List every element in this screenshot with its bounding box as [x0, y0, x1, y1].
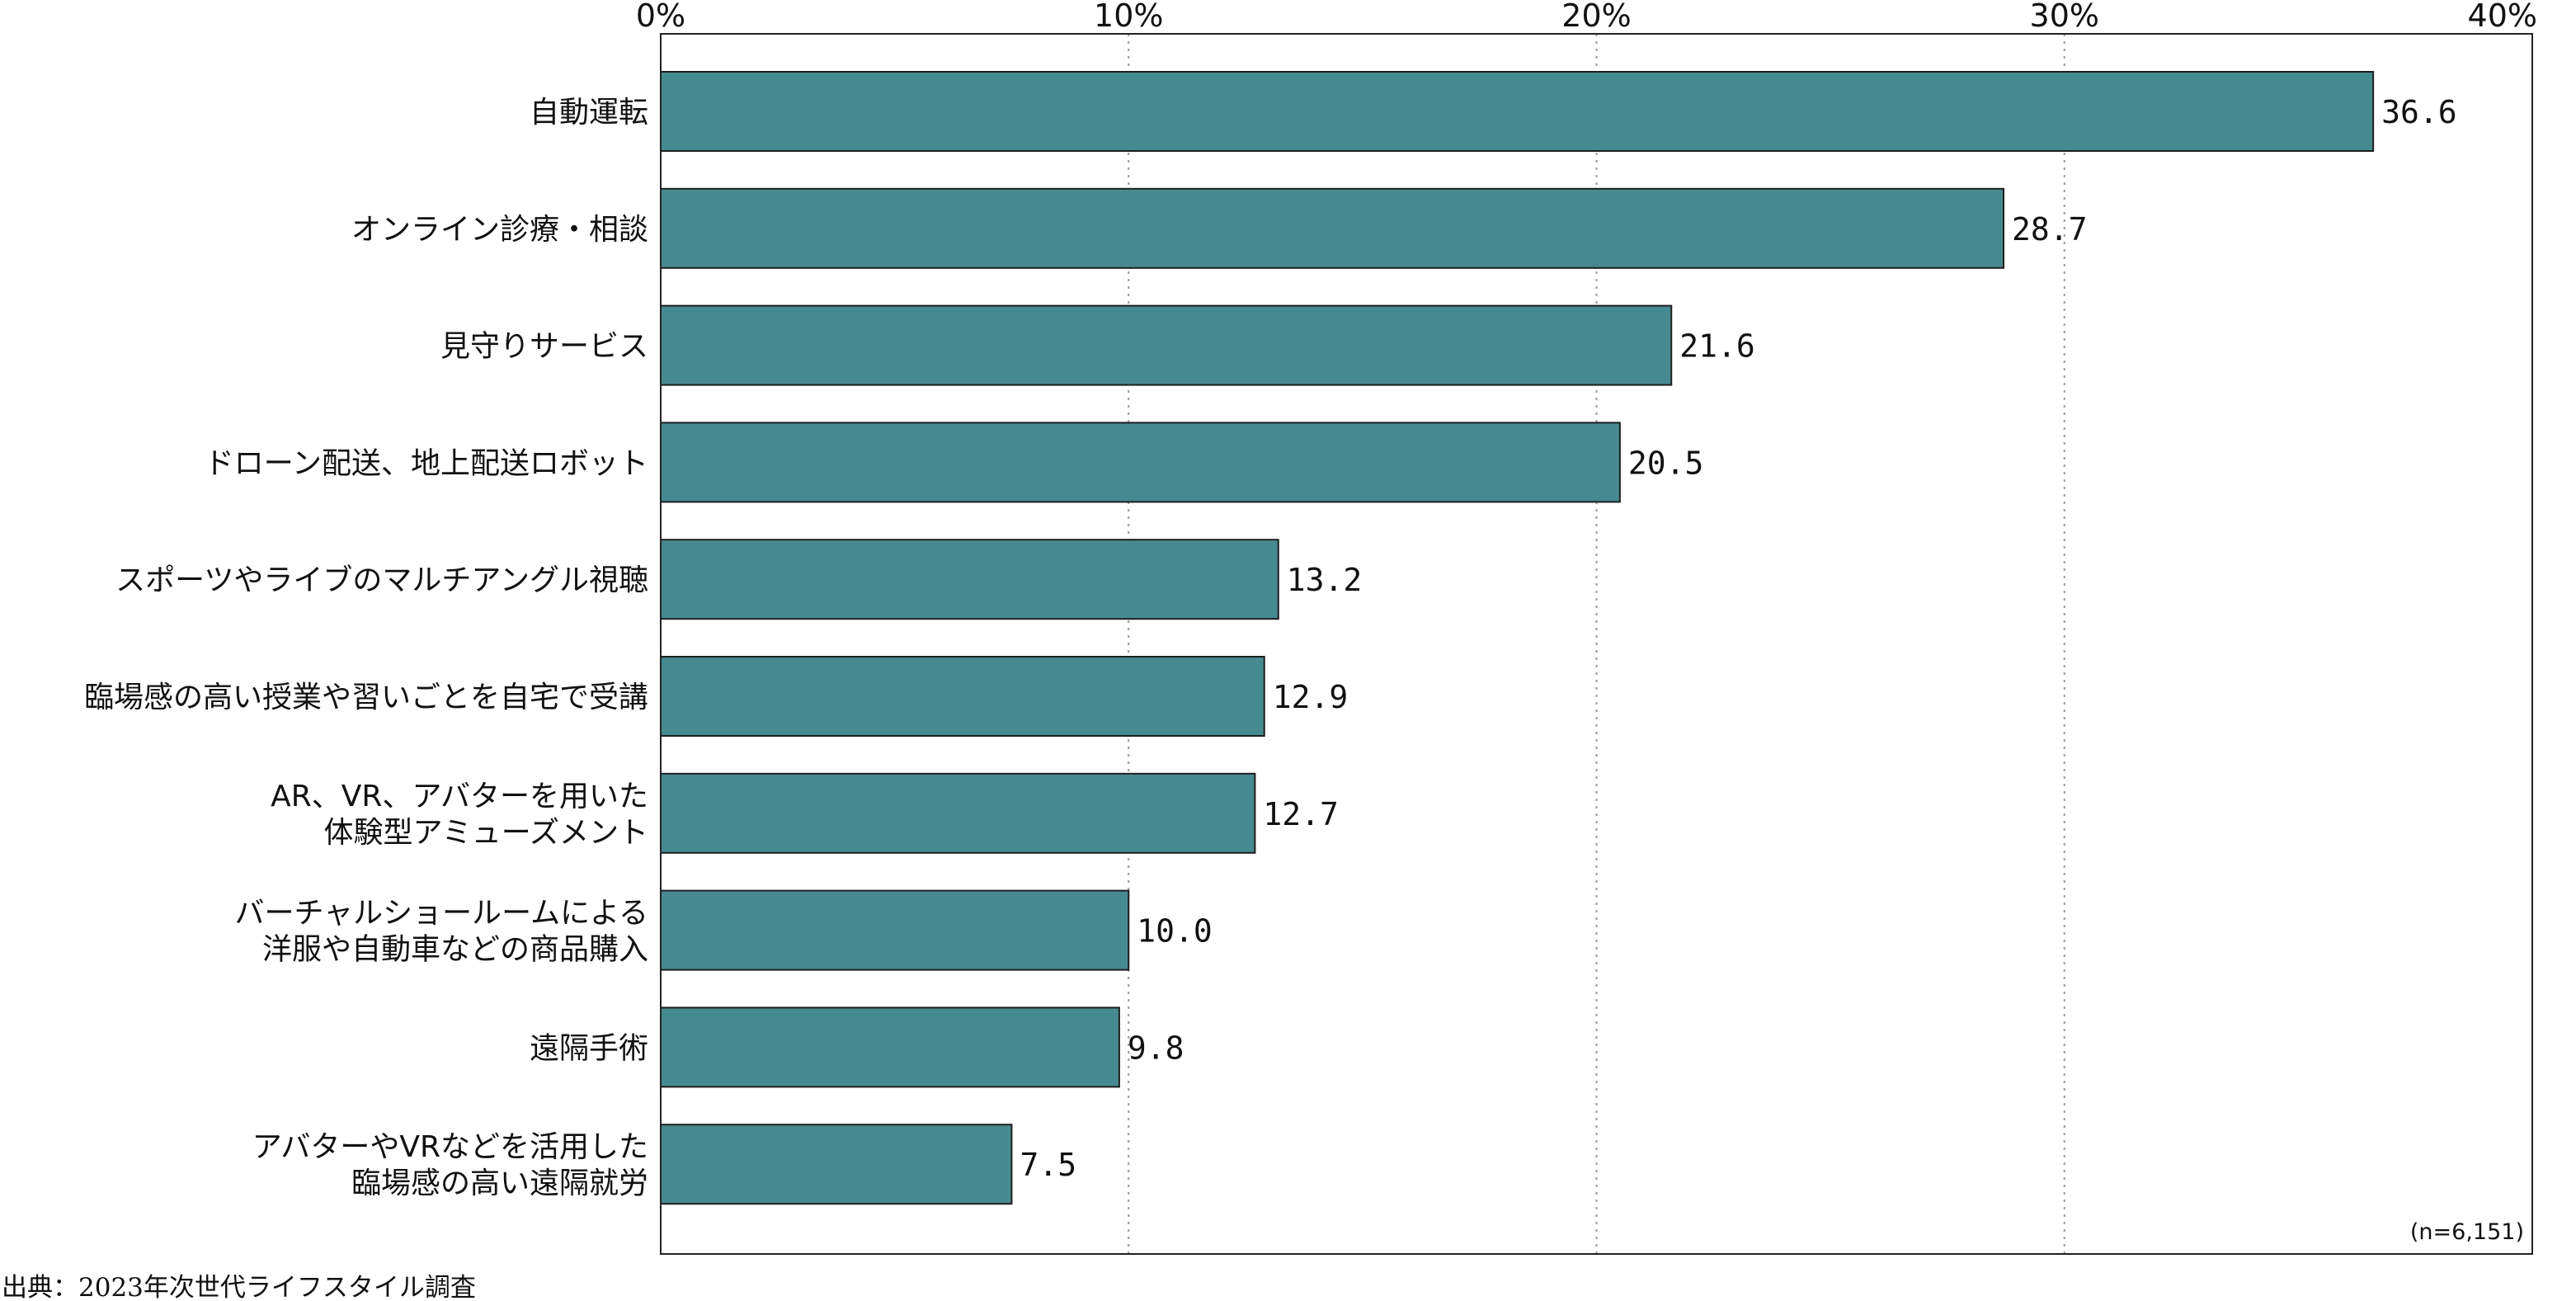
category-label: オンライン診療・相談: [351, 213, 648, 247]
category-label: バーチャルショールームによる: [235, 897, 648, 931]
category-label: 臨場感の高い遠隔就労: [351, 1167, 648, 1200]
category-label: AR、VR、アバターを用いた: [271, 780, 648, 813]
plot-frame: [660, 33, 2533, 1255]
gridlines: [1128, 34, 2065, 1254]
category-label: スポーツやライブのマルチアングル視聴: [115, 563, 648, 597]
value-label: 12.7: [1263, 796, 1339, 832]
x-tick-label: 40%: [2468, 0, 2537, 34]
x-tick-label: 30%: [2030, 0, 2099, 34]
sample-size-note: (n=6,151): [2410, 1219, 2524, 1245]
bar: [660, 889, 1130, 971]
value-label: 7.5: [1020, 1147, 1076, 1183]
value-label: 20.5: [1628, 445, 1704, 481]
x-axis-ticks: 0% 10% 20% 30% 40%: [636, 0, 2537, 34]
bar: [660, 422, 1621, 503]
value-label: 10.0: [1137, 913, 1213, 950]
value-label: 36.6: [2381, 94, 2457, 130]
bar: [660, 304, 1673, 386]
x-tick-label: 0%: [636, 0, 685, 34]
category-label: 洋服や自動車などの商品購入: [262, 933, 648, 967]
bar: [660, 1124, 1013, 1205]
value-label: 9.8: [1128, 1030, 1184, 1066]
category-label: 臨場感の高い授業や習いごとを自宅で受講: [84, 681, 648, 714]
bar: [660, 71, 2375, 152]
category-label: 体験型アミューズメント: [324, 816, 648, 850]
bar: [660, 772, 1256, 854]
category-label: 遠隔手術: [530, 1031, 648, 1065]
value-label: 13.2: [1287, 562, 1363, 598]
x-tick-label: 20%: [1561, 0, 1631, 34]
value-labels: 36.6 28.7 21.6 20.5 13.2 12.9 12.7 10.0 9.8 7.5: [1020, 94, 2456, 1183]
category-labels: 自動運転オンライン診療・相談見守りサービスドローン配送、地上配送ロボットスポーツ…: [84, 96, 648, 1200]
category-label: 見守りサービス: [440, 330, 648, 364]
source-note: 出典：2023年次世代ライフスタイル調査: [2, 1273, 476, 1301]
bar: [660, 539, 1279, 620]
value-label: 28.7: [2012, 211, 2088, 247]
category-label: ドローン配送、地上配送ロボット: [205, 446, 648, 480]
bar: [660, 656, 1265, 737]
category-label: 自動運転: [530, 96, 648, 130]
bar: [660, 1006, 1120, 1088]
value-label: 21.6: [1679, 328, 1755, 365]
bars: [660, 71, 2375, 1205]
category-label: アバターやVRなどを活用した: [252, 1130, 648, 1164]
value-label: 12.9: [1273, 679, 1349, 715]
x-tick-label: 10%: [1094, 0, 1163, 34]
bar: [660, 187, 2005, 269]
